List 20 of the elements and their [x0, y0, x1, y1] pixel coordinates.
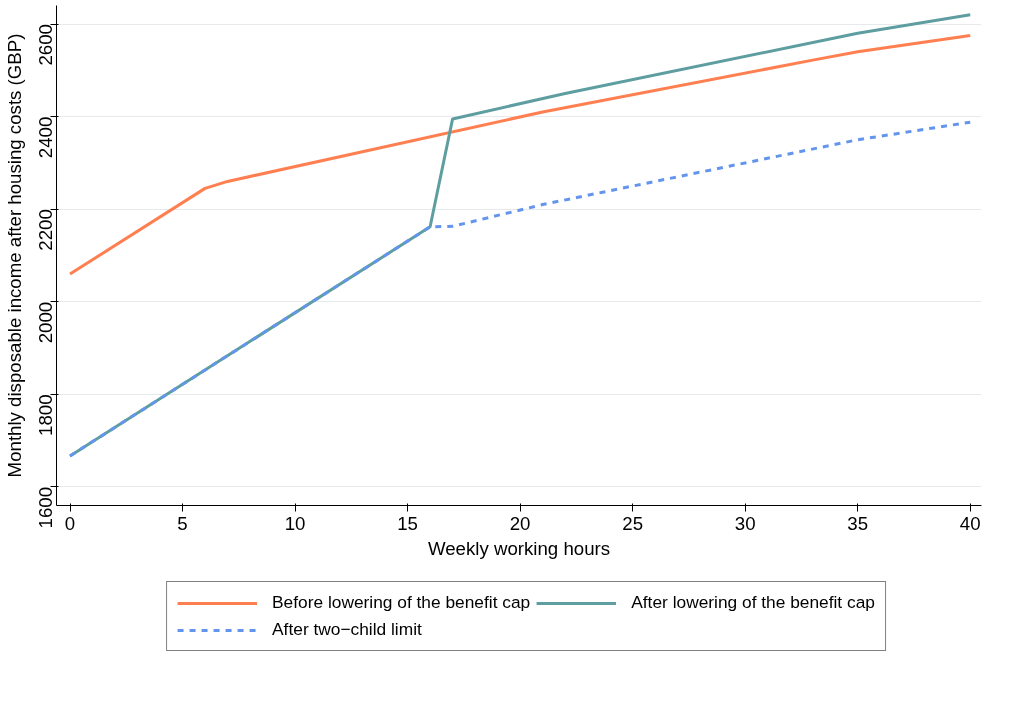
y-tick-label: 2600 — [35, 24, 56, 66]
legend-label: Before lowering of the benefit cap — [272, 592, 531, 613]
x-tick-label: 40 — [959, 512, 981, 534]
legend-label: After lowering of the benefit cap — [631, 592, 875, 613]
legend-label: After two−child limit — [272, 619, 422, 640]
y-tick-label: 2000 — [35, 301, 56, 344]
x-tick-label: 20 — [509, 512, 531, 534]
x-tick-label: 35 — [847, 512, 869, 534]
x-tick-label: 15 — [397, 512, 418, 534]
x-tick-label: 30 — [734, 512, 756, 534]
x-tick-label: 0 — [64, 512, 76, 534]
x-tick-label: 25 — [622, 512, 644, 534]
y-axis-title: Monthly disposable income after housing costs (GBP) — [3, 33, 25, 478]
y-tick-label: 1800 — [35, 394, 56, 436]
y-tick-label: 1600 — [35, 486, 56, 529]
x-tick-label: 10 — [284, 512, 306, 534]
x-axis-title: Weekly working hours — [427, 537, 611, 559]
y-tick-label: 2400 — [35, 116, 56, 159]
x-tick-label: 5 — [177, 512, 188, 534]
y-tick-label: 2200 — [35, 209, 56, 251]
